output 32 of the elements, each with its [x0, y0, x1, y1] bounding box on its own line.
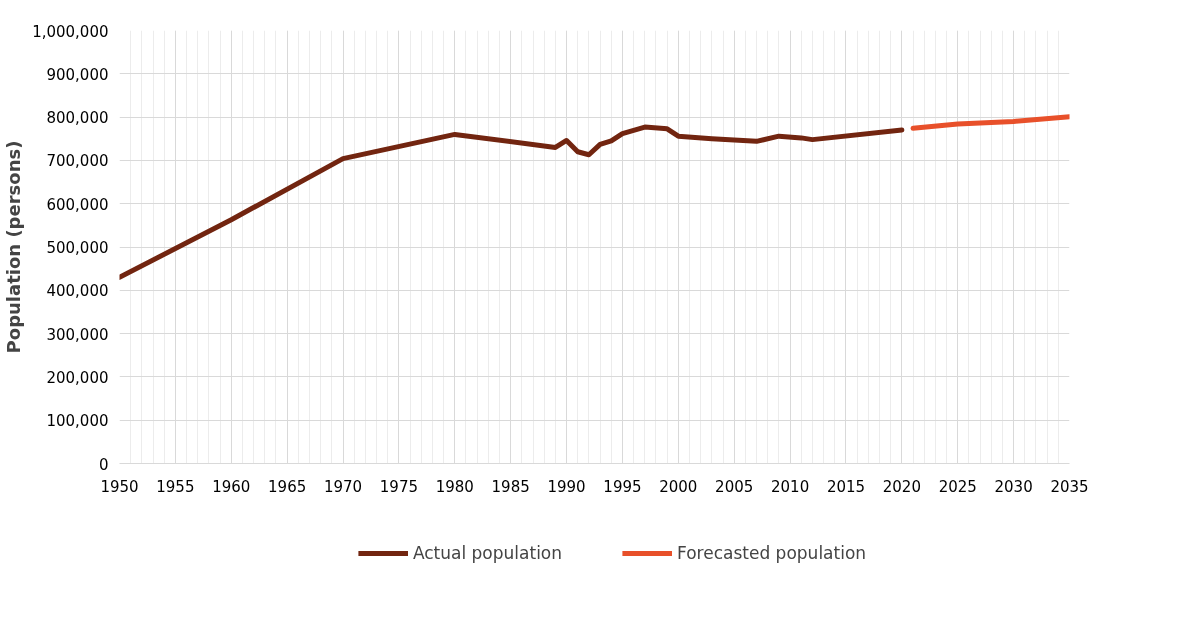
x-tick-label: 1965: [268, 477, 307, 496]
y-tick-label: 100,000: [46, 412, 109, 431]
legend-label: Actual population: [412, 543, 563, 563]
y-tick-label: 200,000: [46, 368, 109, 387]
y-tick-label: 400,000: [46, 282, 109, 301]
x-tick-label: 2020: [882, 477, 921, 496]
y-axis-title: Population (persons): [3, 140, 25, 354]
y-tick-label: 1,000,000: [32, 22, 109, 41]
y-tick-label: 600,000: [46, 195, 109, 214]
x-tick-label: 2010: [771, 477, 810, 496]
x-tick-label: 1960: [212, 477, 251, 496]
x-tick-label: 1990: [547, 477, 586, 496]
x-tick-label: 1995: [603, 477, 642, 496]
x-tick-label: 1980: [435, 477, 474, 496]
x-tick-label: 2000: [659, 477, 698, 496]
x-tick-label: 2035: [1050, 477, 1089, 496]
y-tick-label: 0: [98, 455, 109, 474]
y-tick-label: 300,000: [46, 325, 109, 344]
legend-label: Forecasted population: [677, 543, 867, 563]
y-tick-label: 700,000: [46, 152, 109, 171]
x-tick-label: 2005: [715, 477, 754, 496]
y-tick-label: 900,000: [46, 65, 109, 84]
x-tick-label: 2025: [938, 477, 977, 496]
x-tick-label: 1985: [491, 477, 530, 496]
y-tick-label: 500,000: [46, 239, 109, 257]
x-tick-label: 1975: [379, 477, 419, 496]
x-tick-label: 2030: [994, 477, 1033, 496]
x-tick-label: 1950: [100, 477, 139, 496]
x-tick-label: 1970: [323, 477, 363, 496]
x-tick-label: 1955: [156, 477, 195, 496]
y-tick-label: 800,000: [46, 109, 109, 128]
x-tick-label: 2015: [826, 477, 866, 496]
